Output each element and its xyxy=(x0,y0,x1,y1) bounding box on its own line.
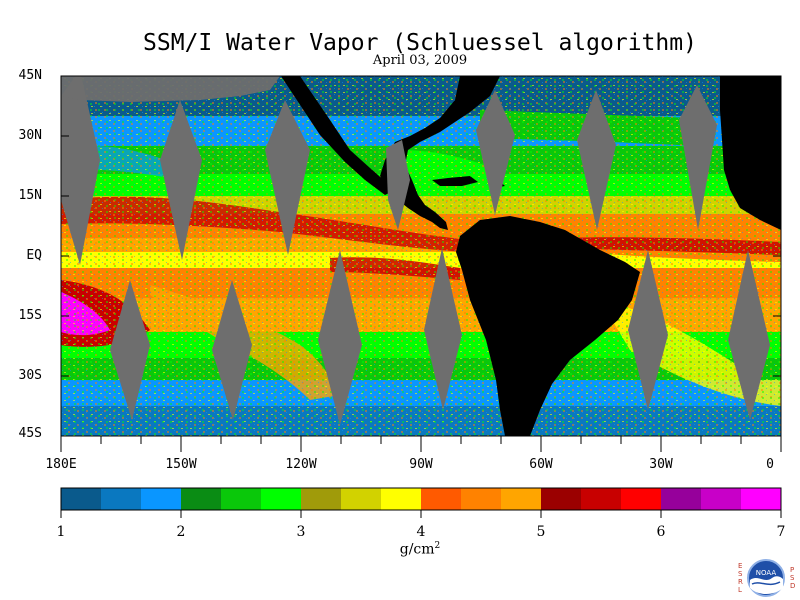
colorbar-swatch xyxy=(141,488,182,510)
colorbar-label-4: 4 xyxy=(416,524,426,540)
units-exponent: 2 xyxy=(434,541,441,551)
lon-label-0: 0 xyxy=(766,457,774,472)
lat-label-30s: 30S xyxy=(18,368,42,383)
lat-label-eq: EQ xyxy=(26,248,42,263)
colorbar-swatch xyxy=(501,488,542,510)
colorbar-ticks xyxy=(60,510,782,518)
colorbar-swatch xyxy=(541,488,582,510)
gap-10 xyxy=(424,248,462,410)
gap-13 xyxy=(386,140,410,230)
colorbar-label-3: 3 xyxy=(296,524,306,540)
gap-12 xyxy=(728,250,770,420)
units-text: g/cm xyxy=(399,541,435,558)
colorbar-swatch xyxy=(461,488,502,510)
colorbar-swatch xyxy=(581,488,622,510)
colorbar-swatch xyxy=(621,488,662,510)
colorbar-label-7: 7 xyxy=(776,524,786,540)
colorbar-swatch xyxy=(101,488,142,510)
lon-label-90w: 90W xyxy=(409,457,433,472)
lon-label-150w: 150W xyxy=(165,457,197,472)
colorbar xyxy=(61,488,782,510)
lat-label-45s: 45S xyxy=(18,426,42,441)
lat-label-45n: 45N xyxy=(18,68,42,83)
colorbar-swatch xyxy=(221,488,262,510)
lat-ticks xyxy=(61,75,781,437)
lon-label-120w: 120W xyxy=(285,457,317,472)
lon-ticks xyxy=(60,436,782,452)
gap-1 xyxy=(61,76,100,265)
colorbar-swatch xyxy=(421,488,462,510)
cuba xyxy=(432,176,478,186)
map-field xyxy=(61,76,781,436)
colorbar-label-2: 2 xyxy=(176,524,186,540)
colorbar-swatch xyxy=(701,488,742,510)
gap-7 xyxy=(110,280,150,420)
swath-gaps xyxy=(61,76,770,425)
gap-5 xyxy=(577,90,616,230)
gap-3 xyxy=(265,100,310,255)
badge-text: NOAA xyxy=(756,569,777,577)
lon-label-30w: 30W xyxy=(649,457,673,472)
gap-2 xyxy=(160,100,202,260)
baja-mexico xyxy=(281,76,395,195)
texture-b xyxy=(61,76,781,436)
colorbar-label-1: 1 xyxy=(56,524,66,540)
colorbar-units: g/cm2 xyxy=(360,541,480,558)
lat-label-15n: 15N xyxy=(18,188,42,203)
africa-europe xyxy=(720,76,781,230)
lon-label-60w: 60W xyxy=(529,457,553,472)
colorbar-label-6: 6 xyxy=(656,524,666,540)
colorbar-swatch xyxy=(381,488,422,510)
colorbar-swatch xyxy=(301,488,342,510)
colorbar-swatch xyxy=(341,488,382,510)
gap-6 xyxy=(679,85,717,230)
south-america xyxy=(456,216,640,436)
colorbar-swatch xyxy=(181,488,222,510)
noaa-badge: NOAA xyxy=(747,559,785,597)
gap-11 xyxy=(628,250,668,410)
chart-title: SSM/I Water Vapor (Schluessel algorithm) xyxy=(143,30,697,56)
gap-4 xyxy=(476,90,515,215)
date-subtitle: April 03, 2009 xyxy=(372,53,468,68)
colorbar-swatch xyxy=(741,488,782,510)
colorbar-swatch xyxy=(261,488,302,510)
gap-top-pacific xyxy=(61,76,280,102)
gap-9 xyxy=(318,250,362,425)
lat-label-30n: 30N xyxy=(18,128,42,143)
lat-label-15s: 15S xyxy=(18,308,42,323)
gap-8 xyxy=(212,280,252,420)
colorbar-label-5: 5 xyxy=(536,524,546,540)
colorbar-swatch xyxy=(61,488,102,510)
lon-label-180e: 180E xyxy=(45,457,77,472)
colorbar-swatch xyxy=(661,488,702,510)
